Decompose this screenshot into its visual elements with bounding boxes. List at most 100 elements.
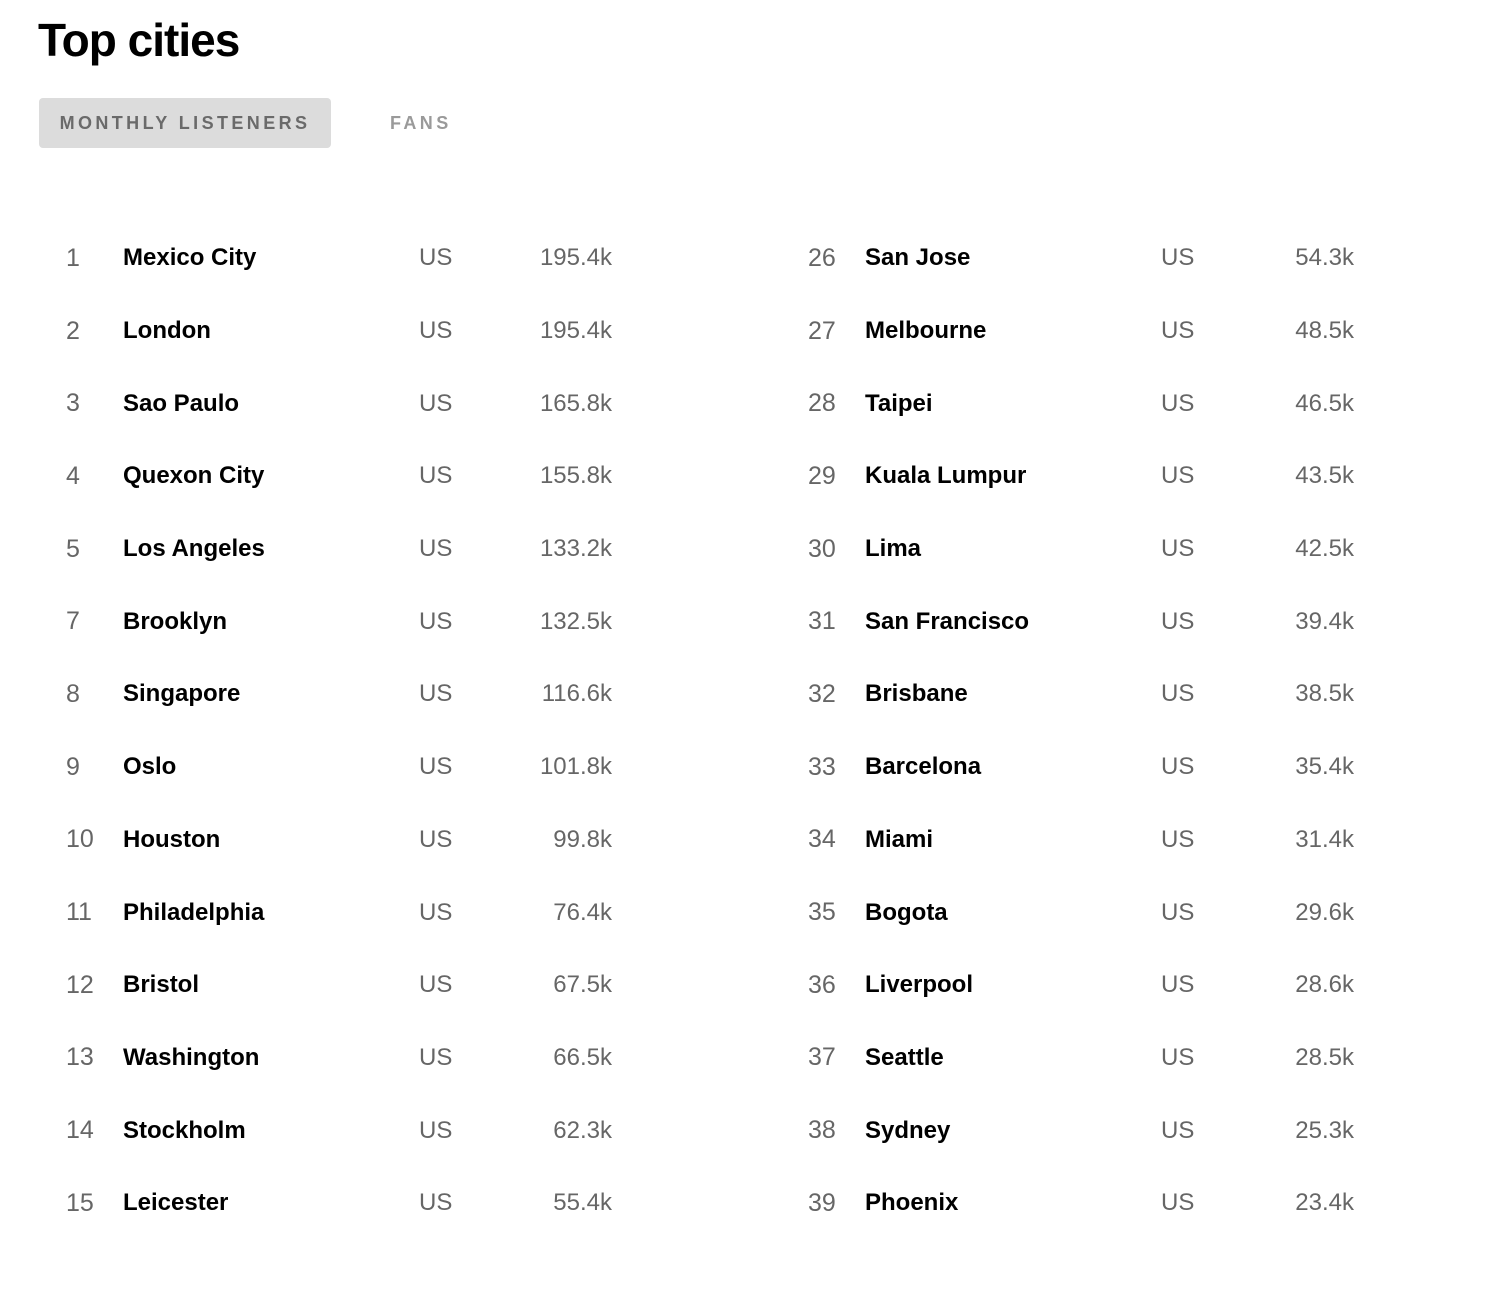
- rank-number: 31: [808, 607, 836, 636]
- city-row: 27 Melbourne US 48.5k: [808, 295, 1388, 368]
- city-name: Leicester: [123, 1189, 229, 1217]
- city-name: Seattle: [865, 1043, 944, 1071]
- city-row: 15 Leicester US 55.4k: [66, 1167, 646, 1240]
- country-code: US: [1161, 1189, 1195, 1217]
- city-row: 38 Sydney US 25.3k: [808, 1094, 1388, 1167]
- country-code: US: [419, 971, 453, 999]
- city-row: 1 Mexico City US 195.4k: [66, 222, 646, 295]
- listener-count: 42.5k: [1295, 535, 1354, 563]
- country-code: US: [1161, 1043, 1195, 1071]
- tab-fans[interactable]: FANS: [390, 112, 452, 133]
- rank-number: 4: [66, 461, 80, 490]
- city-name: Barcelona: [865, 753, 982, 781]
- city-row: 7 Brooklyn US 132.5k: [66, 585, 646, 658]
- listener-count: 28.5k: [1295, 1043, 1354, 1071]
- city-row: 32 Brisbane US 38.5k: [808, 658, 1388, 731]
- country-code: US: [419, 1043, 453, 1071]
- city-name: London: [123, 317, 211, 345]
- listener-count: 99.8k: [553, 825, 612, 853]
- country-code: US: [419, 753, 453, 781]
- city-list-left: 1 Mexico City US 195.4k 2 London US 195.4k 3 Sao …: [66, 222, 646, 1240]
- country-code: US: [419, 680, 453, 708]
- city-name: Brooklyn: [123, 607, 228, 635]
- listener-count: 101.8k: [539, 753, 612, 781]
- listener-count: 133.2k: [539, 535, 612, 563]
- rank-number: 8: [66, 679, 80, 708]
- listener-count: 62.3k: [553, 1116, 612, 1144]
- city-row: 39 Phoenix US 23.4k: [808, 1167, 1388, 1240]
- city-row: 34 Miami US 31.4k: [808, 804, 1388, 877]
- country-code: US: [1161, 462, 1195, 490]
- country-code: US: [419, 825, 453, 853]
- rank-number: 30: [808, 534, 836, 563]
- rank-number: 12: [66, 970, 94, 999]
- listener-count: 23.4k: [1295, 1189, 1354, 1217]
- tab-bar: MONTHLY LISTENERS FANS: [39, 98, 452, 148]
- rank-number: 27: [808, 316, 836, 345]
- city-row: 4 Quexon City US 155.8k: [66, 440, 646, 513]
- city-name: Brisbane: [865, 680, 968, 708]
- city-row: 35 Bogota US 29.6k: [808, 876, 1388, 949]
- city-row: 3 Sao Paulo US 165.8k: [66, 367, 646, 440]
- country-code: US: [1161, 753, 1195, 781]
- city-name: Oslo: [123, 753, 177, 781]
- listener-count: 31.4k: [1295, 825, 1354, 853]
- city-row: 14 Stockholm US 62.3k: [66, 1094, 646, 1167]
- city-row: 10 Houston US 99.8k: [66, 804, 646, 877]
- city-name: Philadelphia: [123, 898, 265, 926]
- rank-number: 14: [66, 1116, 94, 1145]
- country-code: US: [1161, 971, 1195, 999]
- city-name: Lima: [865, 535, 922, 563]
- city-name: Miami: [865, 825, 934, 853]
- rank-number: 10: [66, 825, 94, 854]
- listener-count: 54.3k: [1295, 244, 1354, 272]
- listener-count: 46.5k: [1295, 389, 1354, 417]
- listener-count: 29.6k: [1295, 898, 1354, 926]
- listener-count: 38.5k: [1295, 680, 1354, 708]
- city-name: Houston: [123, 825, 221, 853]
- rank-number: 2: [66, 316, 80, 345]
- listener-count: 25.3k: [1295, 1116, 1354, 1144]
- city-name: Sydney: [865, 1116, 951, 1144]
- city-name: Taipei: [865, 389, 933, 417]
- city-row: 33 Barcelona US 35.4k: [808, 731, 1388, 804]
- rank-number: 26: [808, 243, 836, 272]
- city-row: 12 Bristol US 67.5k: [66, 949, 646, 1022]
- rank-number: 33: [808, 752, 836, 781]
- city-row: 2 London US 195.4k: [66, 295, 646, 368]
- city-name: San Francisco: [865, 607, 1030, 635]
- country-code: US: [1161, 244, 1195, 272]
- rank-number: 5: [66, 534, 80, 563]
- country-code: US: [419, 607, 453, 635]
- country-code: US: [419, 1189, 453, 1217]
- rank-number: 13: [66, 1043, 94, 1072]
- listener-count: 155.8k: [539, 462, 612, 490]
- city-name: Sao Paulo: [123, 389, 240, 417]
- country-code: US: [1161, 535, 1195, 563]
- country-code: US: [1161, 680, 1195, 708]
- city-name: Kuala Lumpur: [865, 462, 1027, 490]
- city-name: Los Angeles: [123, 535, 265, 563]
- listener-count: 66.5k: [553, 1043, 612, 1071]
- city-row: 31 San Francisco US 39.4k: [808, 585, 1388, 658]
- listener-count: 76.4k: [553, 898, 612, 926]
- listener-count: 39.4k: [1295, 607, 1354, 635]
- rank-number: 9: [66, 752, 80, 781]
- rank-number: 3: [66, 389, 80, 418]
- city-row: 11 Philadelphia US 76.4k: [66, 876, 646, 949]
- country-code: US: [1161, 317, 1195, 345]
- rank-number: 28: [808, 389, 836, 418]
- city-row: 9 Oslo US 101.8k: [66, 731, 646, 804]
- country-code: US: [419, 535, 453, 563]
- listener-count: 48.5k: [1295, 317, 1354, 345]
- rank-number: 35: [808, 898, 836, 927]
- rank-number: 15: [66, 1188, 94, 1217]
- listener-count: 28.6k: [1295, 971, 1354, 999]
- city-name: Mexico City: [123, 244, 257, 272]
- city-name: Bristol: [123, 971, 200, 999]
- country-code: US: [1161, 825, 1195, 853]
- tab-monthly-listeners[interactable]: MONTHLY LISTENERS: [39, 98, 331, 148]
- listener-count: 55.4k: [553, 1189, 612, 1217]
- country-code: US: [419, 462, 453, 490]
- city-name: Bogota: [865, 898, 948, 926]
